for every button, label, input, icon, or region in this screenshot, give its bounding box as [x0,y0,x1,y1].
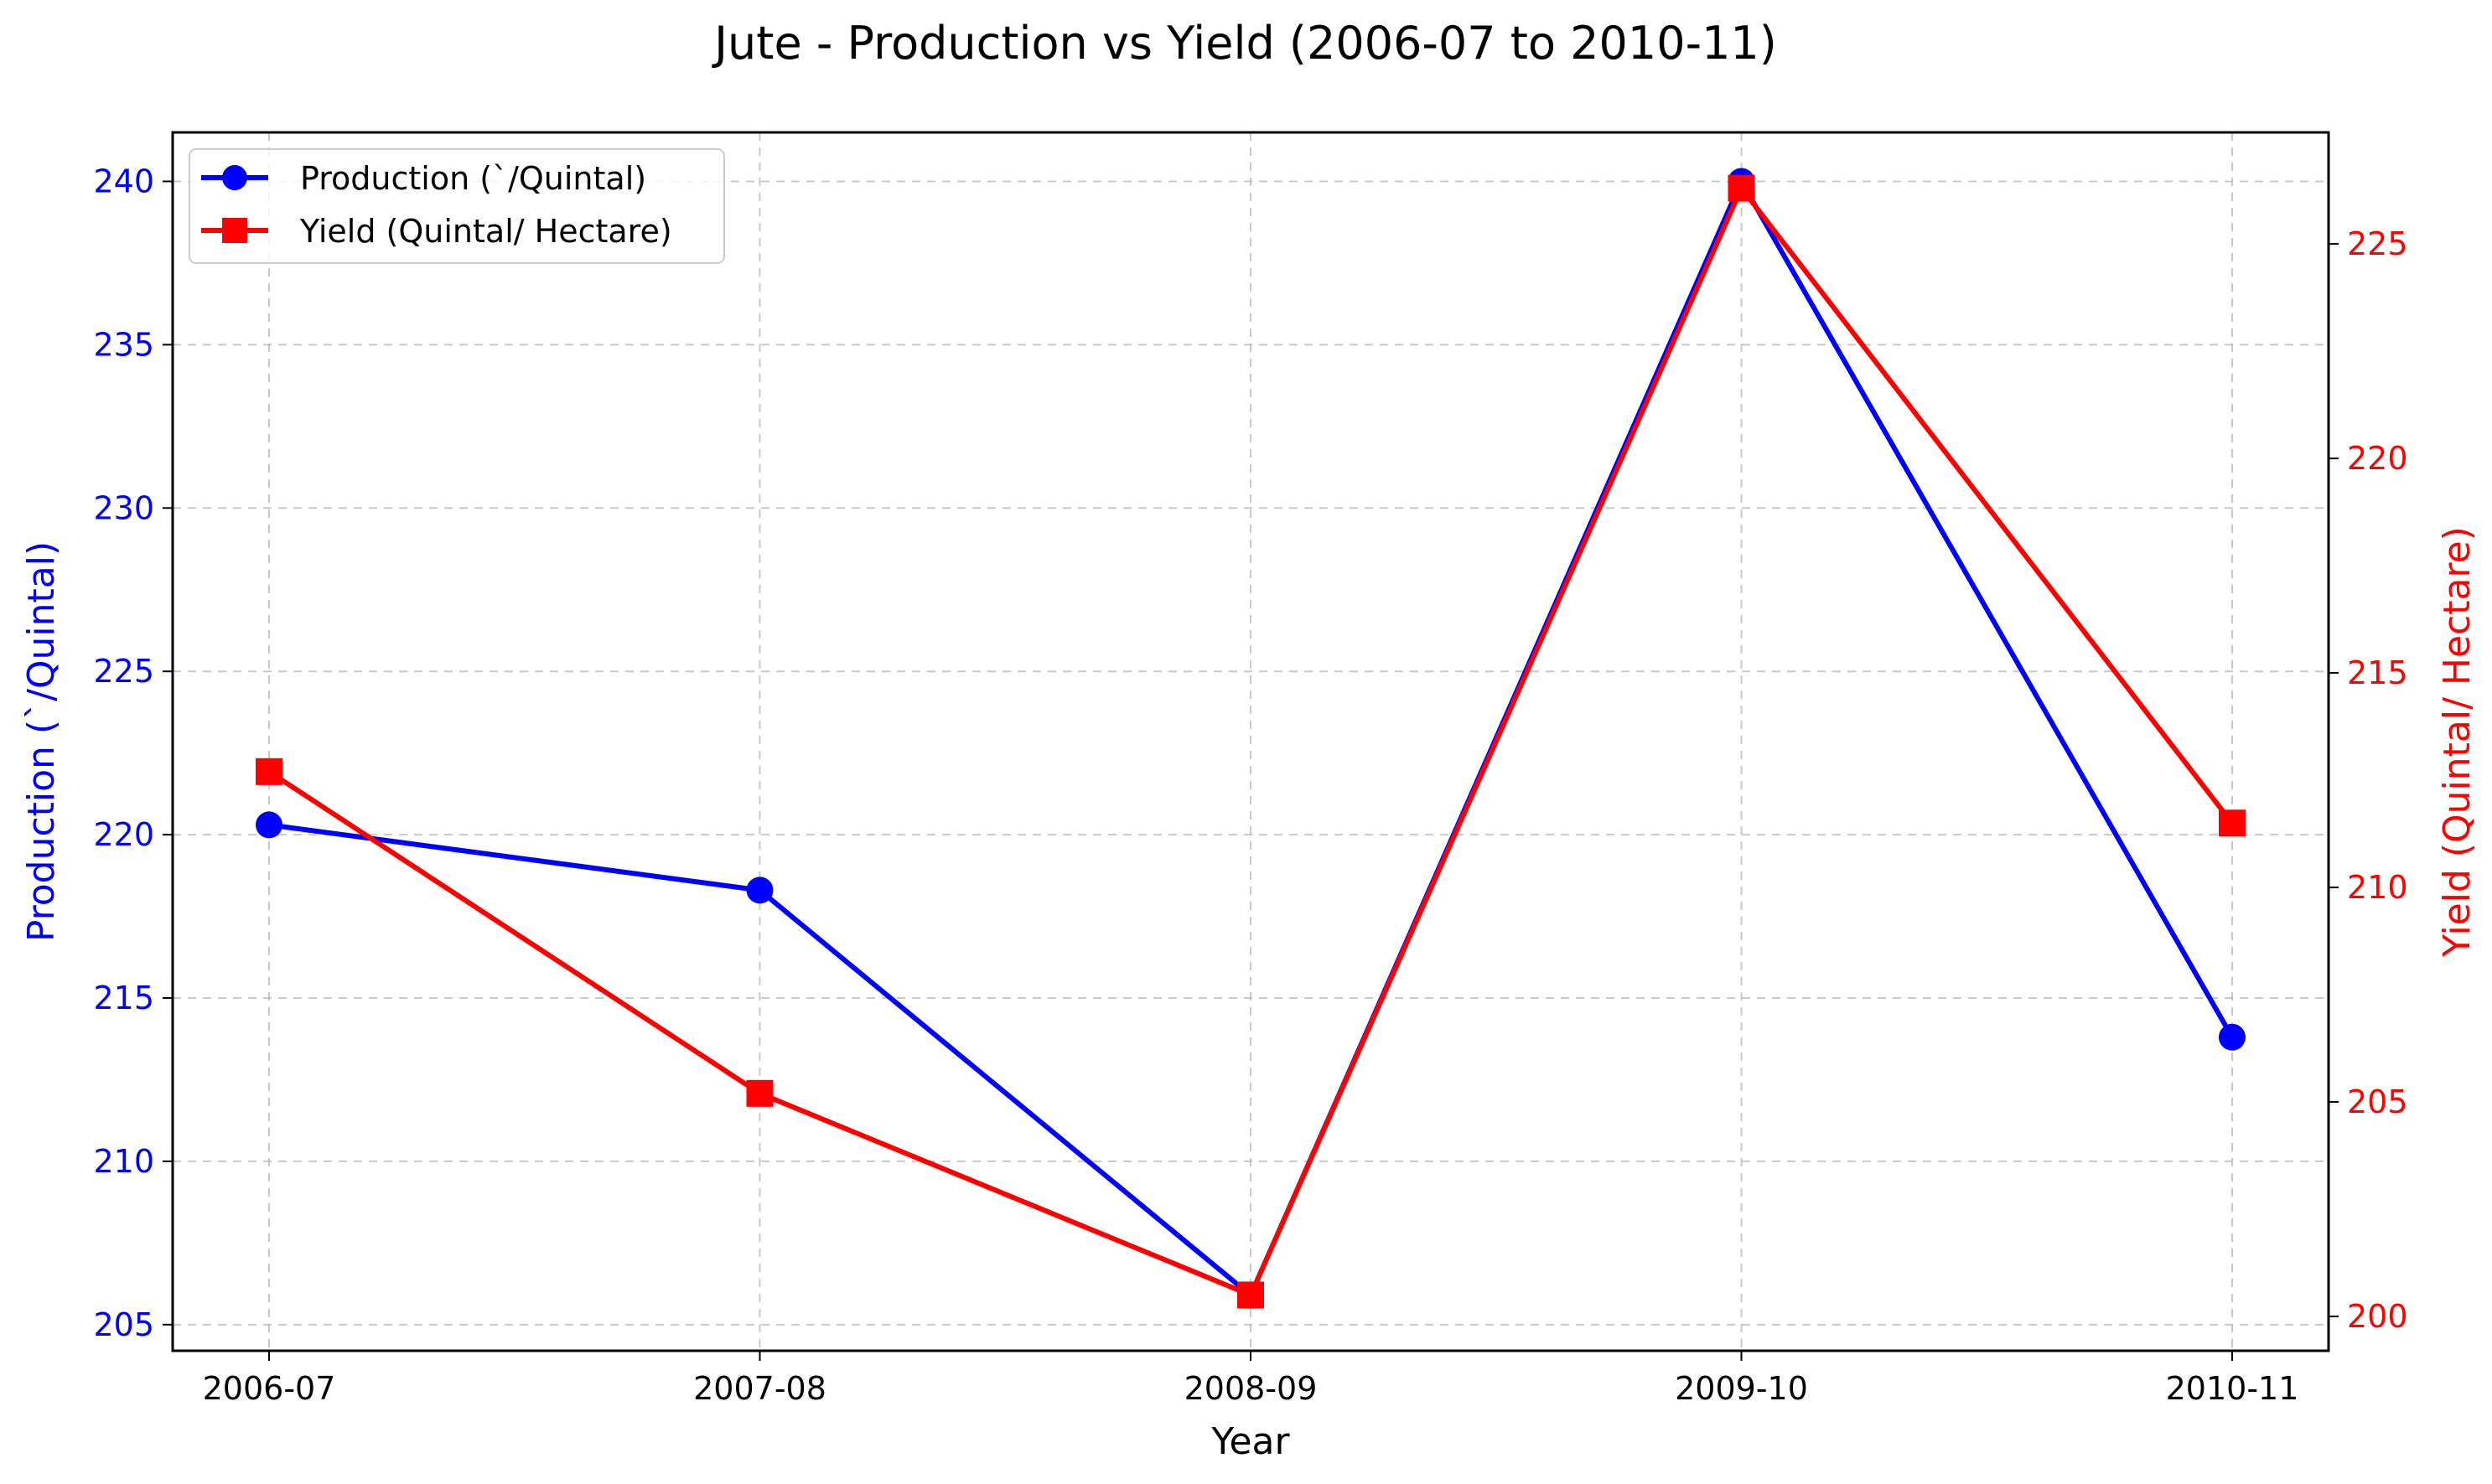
left-tick-label: 210 [93,1143,154,1180]
left-tick-label: 215 [93,980,154,1016]
right-tick-label: 210 [2347,869,2408,906]
legend: Production (`/Quintal) Yield (Quintal/ H… [189,148,725,264]
left-tick-label: 225 [93,653,154,690]
grid [173,132,2329,1351]
series [256,168,2246,1309]
left-tick-label: 235 [93,326,154,363]
legend-entry-production: Production (`/Quintal) [201,160,646,197]
legend-box [189,148,725,264]
data-point-production [256,811,282,839]
right-tick-label: 220 [2347,440,2408,477]
left-tick-label: 240 [93,163,154,199]
right-y-axis: 200 205 210 215 220 225 [2329,225,2408,1335]
left-tick-label: 220 [93,816,154,853]
x-axis-label: Year [1210,1420,1290,1463]
right-tick-label: 205 [2347,1083,2408,1120]
data-point-yield [1728,174,1755,202]
left-tick-label: 230 [93,489,154,526]
plot-frame [171,131,2330,1352]
x-axis: 2006-07 2007-08 2008-09 2009-10 2010-11 [203,1351,2299,1407]
data-point-yield [1237,1281,1264,1309]
x-tick-label: 2008-09 [1184,1370,1318,1407]
data-point-production [2219,1023,2246,1051]
data-point-yield [256,758,282,785]
left-axis-label: Production (`/Quintal) [20,541,63,942]
legend-label-yield: Yield (Quintal/ Hectare) [299,213,672,250]
legend-entry-yield: Yield (Quintal/ Hectare) [201,213,672,250]
right-tick-label: 200 [2347,1298,2408,1335]
legend-marker-production [222,165,247,190]
left-tick-label: 205 [93,1306,154,1343]
legend-marker-yield [222,218,247,243]
chart-title: Jute - Production vs Yield (2006-07 to 2… [712,17,1777,70]
x-tick-label: 2009-10 [1675,1370,1808,1407]
legend-label-production: Production (`/Quintal) [300,160,646,197]
data-point-yield [2219,809,2246,837]
data-point-yield [746,1079,774,1107]
left-y-axis: 205 210 215 220 225 230 235 240 [93,163,173,1343]
right-tick-label: 225 [2347,225,2408,262]
right-tick-label: 215 [2347,654,2408,691]
x-tick-label: 2006-07 [203,1370,336,1407]
x-tick-label: 2010-11 [2166,1370,2299,1407]
right-axis-label: Yield (Quintal/ Hectare) [2436,526,2479,958]
x-tick-label: 2007-08 [693,1370,826,1407]
data-point-production [746,876,774,904]
